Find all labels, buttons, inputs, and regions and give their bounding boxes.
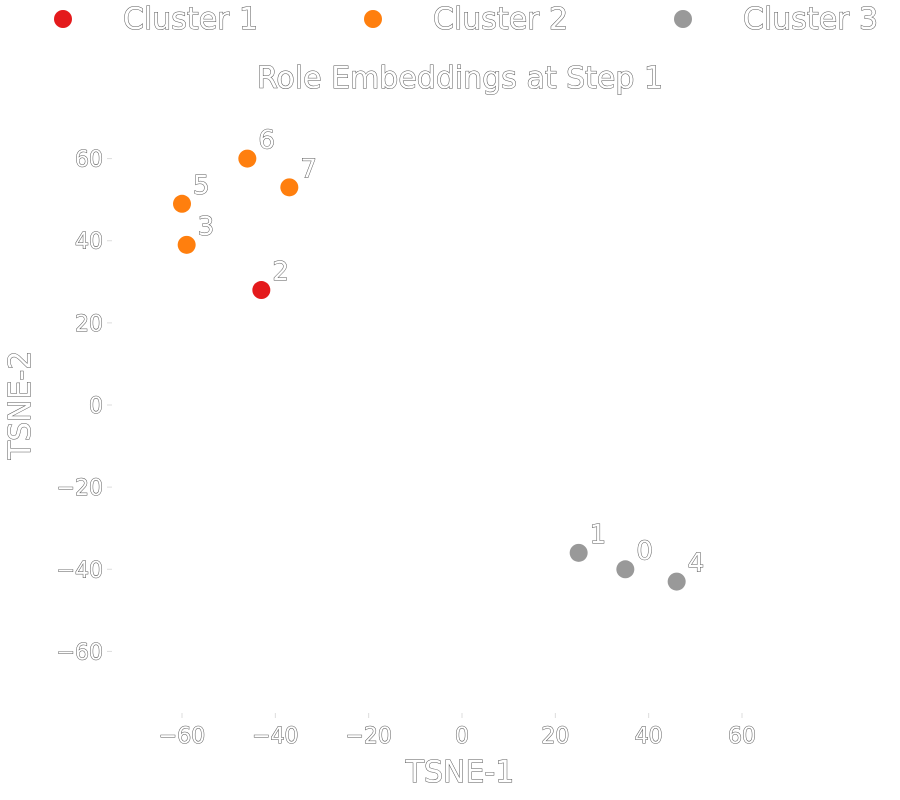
y-tick-label: −60	[57, 640, 103, 665]
x-tick-label: −20	[345, 724, 391, 749]
x-tick-label: −40	[252, 724, 298, 749]
x-axis-title: TSNE-1	[405, 755, 515, 790]
y-axis: −60 −40 −20 0 20 40 60	[56, 147, 112, 666]
legend: Cluster 1 Cluster 2 Cluster 3	[54, 2, 879, 38]
data-point	[173, 194, 191, 213]
point-label: 5	[193, 171, 210, 201]
legend-marker	[364, 10, 382, 28]
point-label: 1	[590, 520, 607, 550]
data-point	[667, 572, 686, 591]
y-tick-label: −40	[57, 558, 103, 583]
data-point	[616, 560, 635, 579]
legend-label: Cluster 1	[123, 2, 258, 37]
legend-marker	[54, 10, 72, 28]
point-label: 0	[636, 536, 653, 566]
point-label: 7	[300, 154, 317, 184]
legend-marker	[674, 10, 692, 28]
point-label: 6	[258, 126, 275, 156]
y-tick-label: 40	[75, 230, 103, 255]
y-tick-label: −20	[57, 476, 103, 501]
data-point	[177, 235, 196, 254]
data-point	[252, 281, 271, 300]
legend-label: Cluster 2	[433, 2, 568, 37]
point-label: 2	[272, 257, 289, 287]
x-tick-label: 0	[455, 724, 469, 749]
y-tick-label: 0	[89, 394, 103, 419]
chart-title: Role Embeddings at Step 1	[257, 61, 663, 96]
data-point	[569, 543, 588, 562]
y-tick-label: 20	[75, 312, 103, 337]
x-tick-label: −60	[159, 724, 205, 749]
legend-label: Cluster 3	[743, 2, 878, 37]
x-axis: −60 −40 −20 0 20 40 60	[158, 713, 757, 750]
x-tick-label: 20	[541, 724, 569, 749]
y-tick-label: 60	[75, 148, 103, 173]
point-label: 4	[688, 549, 705, 579]
point-label: 3	[198, 212, 215, 242]
x-tick-label: 40	[635, 724, 663, 749]
data-point	[280, 178, 299, 197]
data-points: 2 67 5 3 10 4	[173, 125, 705, 591]
y-axis-title: TSNE-2	[3, 351, 38, 461]
data-point	[238, 149, 257, 168]
x-tick-label: 60	[728, 724, 756, 749]
